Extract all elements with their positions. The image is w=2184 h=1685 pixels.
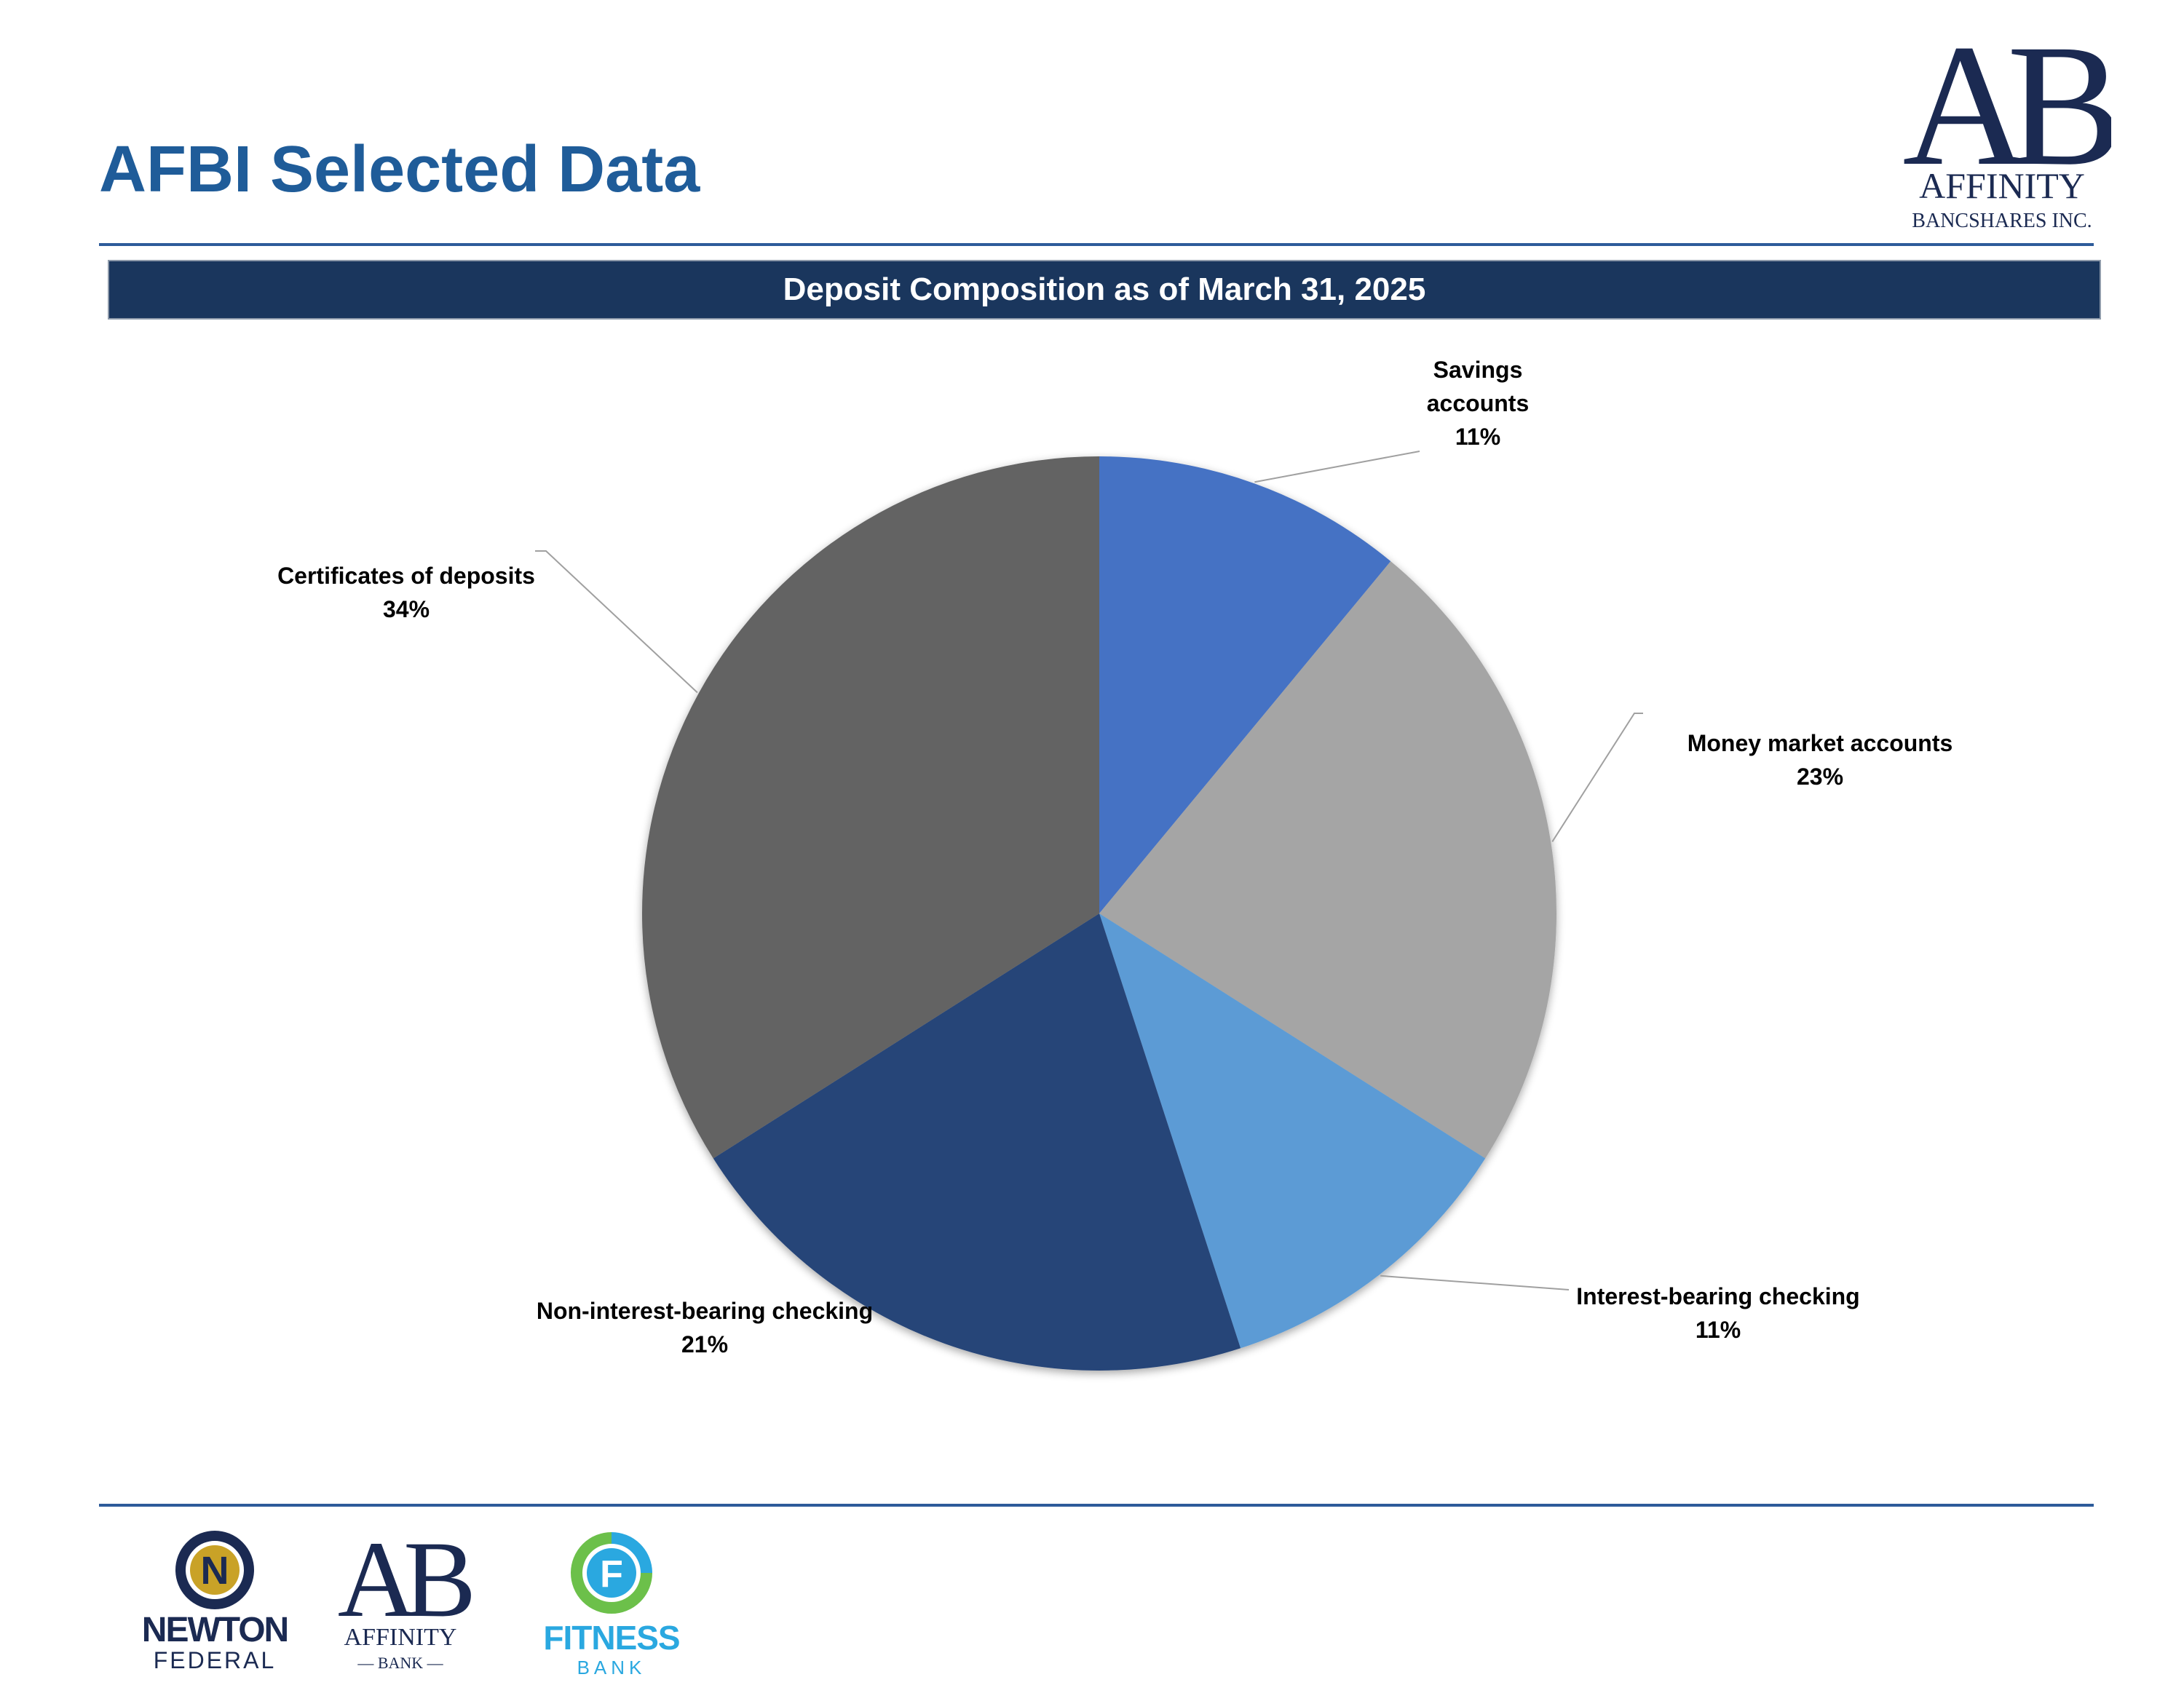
newton-ring-icon: [175, 1531, 254, 1609]
newton-name: NEWTON: [142, 1611, 288, 1649]
affinity-bank-monogram: AB: [338, 1529, 471, 1640]
pie-slice-savings-accounts: [1099, 456, 1391, 913]
header-divider: [99, 243, 2094, 246]
fitness-ring-green-icon: [571, 1532, 652, 1614]
fitness-name: FITNESS: [543, 1619, 679, 1657]
data-label-category: Certificates of deposits: [277, 563, 535, 589]
leader-line: [1380, 1274, 1570, 1290]
affinity-bank-logo: AB AFFINITY — BANK —: [338, 1529, 473, 1672]
fitness-letter: F: [600, 1553, 623, 1595]
data-label-percent: 34%: [383, 596, 430, 622]
leader-line: [1551, 713, 1643, 842]
data-label-percent: 21%: [681, 1331, 728, 1357]
data-label: Certificates of deposits 34%: [277, 563, 535, 622]
affinity-bank-name: AFFINITY: [344, 1624, 457, 1651]
affinity-bancshares-logo: AB AFFINITY BANCSHARES INC.: [1902, 29, 2111, 232]
newton-emblem-icon: [190, 1545, 240, 1595]
fitness-ring-blue-icon: [611, 1532, 652, 1574]
leader-line: [535, 550, 698, 694]
data-label-category: accounts: [1427, 390, 1529, 416]
fitness-emblem-icon: [587, 1548, 636, 1598]
newton-federal-logo: N NEWTON FEDERAL: [142, 1531, 289, 1673]
newton-letter: N: [201, 1549, 229, 1593]
data-label: Money market accounts 23%: [1688, 730, 1953, 790]
footer-divider: [99, 1504, 2094, 1507]
data-label-category: Non-interest-bearing checking: [537, 1298, 873, 1324]
data-label-percent: 23%: [1797, 764, 1843, 790]
data-label-category: Savings: [1433, 357, 1523, 383]
data-label-percent: 11%: [1696, 1317, 1741, 1343]
data-label-category: Money market accounts: [1688, 730, 1953, 756]
data-label-category: Interest-bearing checking: [1576, 1283, 1859, 1309]
pie-slice-interest-bearing-checking: [1099, 913, 1486, 1349]
newton-subtitle: FEDERAL: [154, 1647, 277, 1673]
leader-line: [1254, 451, 1420, 483]
fitness-bank-logo: F FITNESS BANK: [543, 1532, 681, 1678]
pie-slice-non-interest-bearing-checking: [713, 913, 1241, 1371]
logo-monogram: AB: [1902, 29, 2111, 202]
data-label-percent: 11%: [1455, 424, 1500, 450]
pie-slice-money-market-accounts: [1099, 561, 1556, 1159]
affinity-bank-subtitle: — BANK —: [357, 1654, 443, 1672]
data-label: Interest-bearing checking 11%: [1576, 1283, 1859, 1343]
logo-name: AFFINITY: [1919, 165, 2085, 206]
data-label: Savings accounts 11%: [1427, 357, 1529, 450]
data-label: Non-interest-bearing checking 21%: [537, 1298, 873, 1357]
fitness-subtitle: BANK: [577, 1657, 646, 1678]
logo-subtitle: BANCSHARES INC.: [1912, 210, 2092, 232]
pie-slice-certificates-of-deposits: [641, 456, 1099, 1159]
chart-title-banner: Deposit Composition as of March 31, 2025: [108, 260, 2101, 320]
page-title: AFBI Selected Data: [99, 133, 700, 206]
